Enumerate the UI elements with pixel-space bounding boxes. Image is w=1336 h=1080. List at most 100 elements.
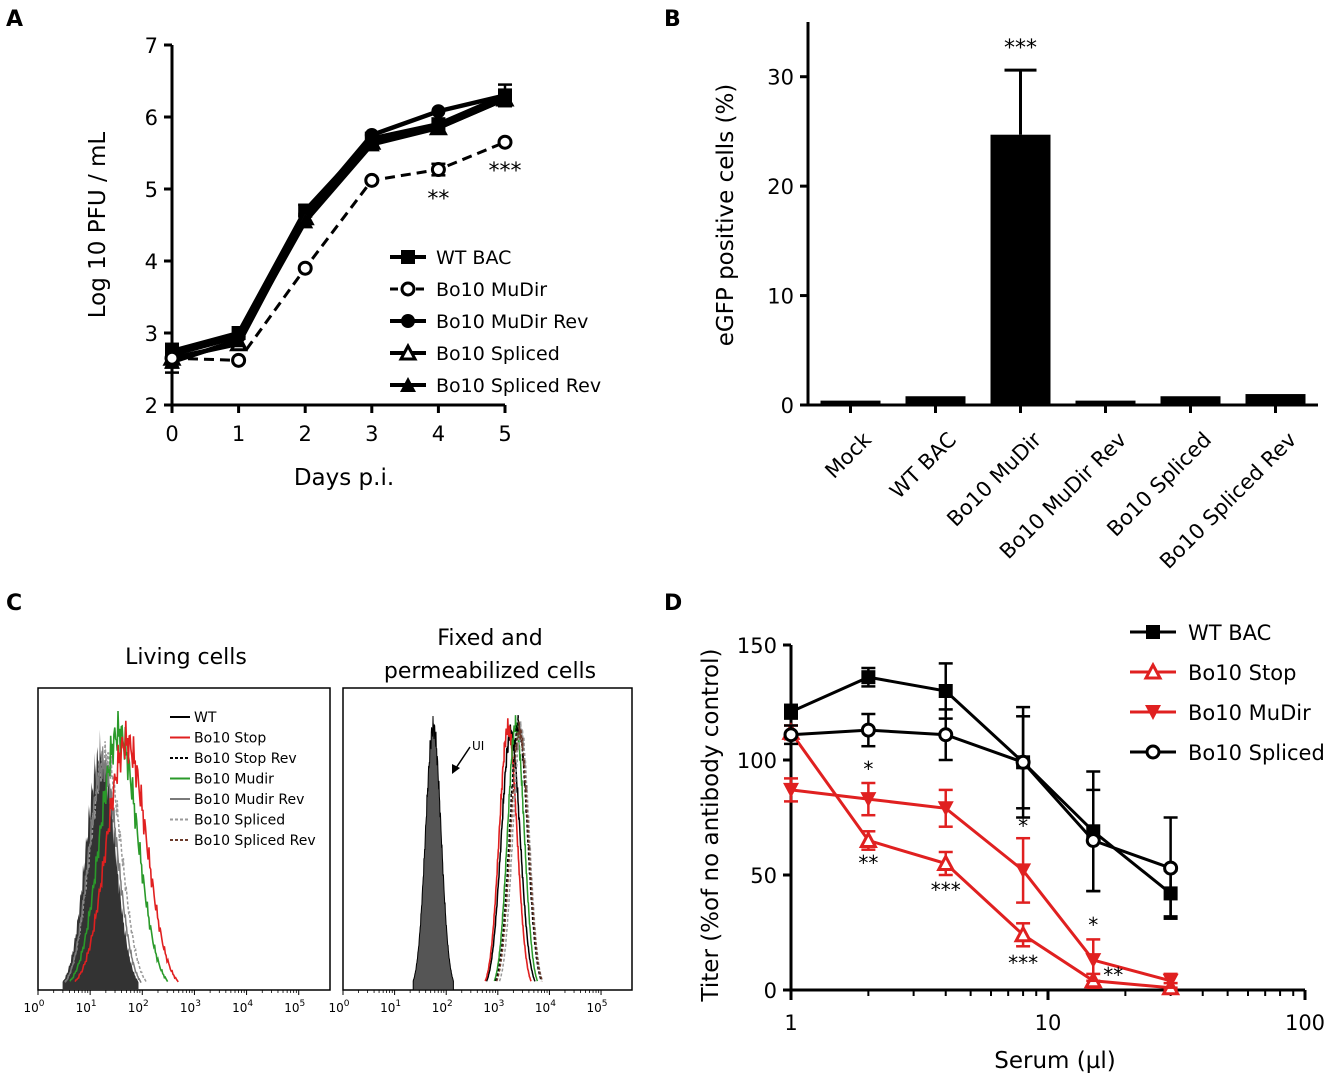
d-y-tick-label: 0 [764, 979, 777, 1003]
d-point [938, 727, 954, 743]
d-point [783, 782, 799, 798]
a-legend-label: Bo10 MuDir Rev [436, 311, 588, 333]
d-point [1015, 863, 1032, 879]
c-x-tick-label: 105 [284, 999, 305, 1015]
d-point [861, 670, 876, 685]
d-significance: * [1018, 814, 1028, 838]
a-y-tick-label: 3 [145, 322, 158, 346]
c-x-tick-label: 104 [535, 999, 556, 1015]
panel-label-d: D [664, 591, 682, 616]
c-histogram-line [64, 750, 142, 983]
d-point [1085, 833, 1101, 848]
c-histogram-line [495, 721, 544, 982]
a-x-tick-label: 4 [432, 422, 445, 446]
c-legend-label: Bo10 Mudir Rev [194, 792, 304, 808]
d-y-tick-label: 100 [737, 749, 777, 773]
d-series-line [790, 728, 1172, 870]
d-point [783, 727, 799, 743]
a-point [297, 213, 314, 229]
c-x-tick-label: 105 [587, 999, 608, 1015]
a-point [164, 350, 180, 366]
b-bar [1160, 396, 1221, 405]
c-histogram-line [74, 720, 179, 983]
a-x-tick-label: 3 [365, 422, 378, 446]
a-legend-label: Bo10 Spliced Rev [436, 375, 601, 397]
a-point [230, 332, 247, 348]
d-point [1013, 924, 1033, 943]
a-point [497, 91, 513, 106]
d-significance: *** [931, 878, 961, 902]
d-point [936, 853, 956, 871]
d-point [860, 792, 877, 808]
c-ui-label: UI [472, 739, 484, 753]
c-legend-label: WT [194, 710, 217, 726]
d-point [784, 704, 798, 719]
panel-label-b: B [664, 7, 681, 32]
a-y-axis-label: Log 10 PFU / mL [85, 132, 111, 319]
c-x-tick-label: 101 [380, 999, 401, 1015]
b-bar [1075, 400, 1136, 405]
a-y-tick-label: 6 [145, 106, 158, 130]
a-legend-marker [401, 250, 415, 264]
d-x-tick-label: 10 [1035, 1011, 1062, 1035]
a-point [297, 260, 313, 276]
b-y-axis-label: eGFP positive cells (%) [713, 84, 739, 347]
d-point [937, 801, 954, 817]
d-x-tick-label: 100 [1285, 1011, 1325, 1035]
d-significance: *** [1008, 951, 1038, 975]
d-series-line [790, 788, 1172, 983]
d-y-tick-label: 150 [737, 634, 777, 658]
c-legend-label: Bo10 Spliced Rev [194, 833, 316, 849]
a-x-tick-label: 5 [498, 422, 511, 446]
panel-label-c: C [6, 591, 22, 616]
b-y-tick-label: 10 [767, 285, 794, 309]
b-y-tick-label: 30 [767, 66, 794, 90]
a-x-axis-label: Days p.i. [294, 465, 394, 491]
a-x-tick-label: 2 [299, 422, 312, 446]
a-significance: ** [427, 187, 449, 212]
d-series-line [790, 675, 1172, 895]
d-legend-label: Bo10 Stop [1188, 661, 1296, 685]
d-y-axis-label: Titer (%of no antibody control) [698, 649, 724, 1003]
a-point [497, 134, 513, 150]
d-legend-marker [1145, 705, 1161, 720]
a-legend-marker [401, 314, 415, 328]
d-point [938, 684, 953, 698]
a-x-tick-label: 0 [165, 422, 178, 446]
a-point [363, 136, 380, 152]
c-ui-arrow [455, 746, 471, 769]
d-point [1015, 754, 1031, 770]
d-x-tick-label: 1 [784, 1011, 797, 1035]
c-x-tick-label: 102 [128, 999, 149, 1015]
a-y-tick-label: 4 [145, 250, 158, 274]
c-x-tick-label: 102 [432, 999, 453, 1015]
a-point [431, 104, 446, 119]
a-significance: *** [489, 159, 522, 184]
c-legend-label: Bo10 Stop [194, 731, 266, 747]
c-legend-label: Bo10 Mudir [194, 772, 274, 788]
b-category-label: WT BAC [885, 428, 961, 504]
d-point [1163, 860, 1179, 876]
d-point [860, 722, 876, 738]
b-y-tick-label: 20 [767, 175, 794, 199]
c-histogram-line [484, 718, 532, 982]
d-legend-label: Bo10 Spliced [1188, 741, 1325, 765]
c-histogram-line [69, 710, 169, 982]
c-x-tick-label: 100 [328, 999, 349, 1015]
a-y-tick-label: 2 [145, 394, 158, 418]
d-legend-marker [1143, 661, 1163, 680]
d-legend-label: Bo10 MuDir [1188, 701, 1311, 725]
b-bar [990, 134, 1051, 405]
d-point [858, 830, 878, 848]
b-significance: *** [1004, 36, 1037, 61]
a-point [430, 162, 446, 178]
a-legend-label: WT BAC [436, 247, 511, 269]
c-x-tick-label: 103 [483, 999, 504, 1015]
a-point [430, 119, 447, 135]
d-legend-label: WT BAC [1188, 621, 1271, 645]
c-histogram-line [494, 715, 543, 982]
b-y-tick-label: 0 [781, 394, 794, 418]
a-y-tick-label: 5 [145, 178, 158, 202]
b-bar [1245, 394, 1306, 405]
